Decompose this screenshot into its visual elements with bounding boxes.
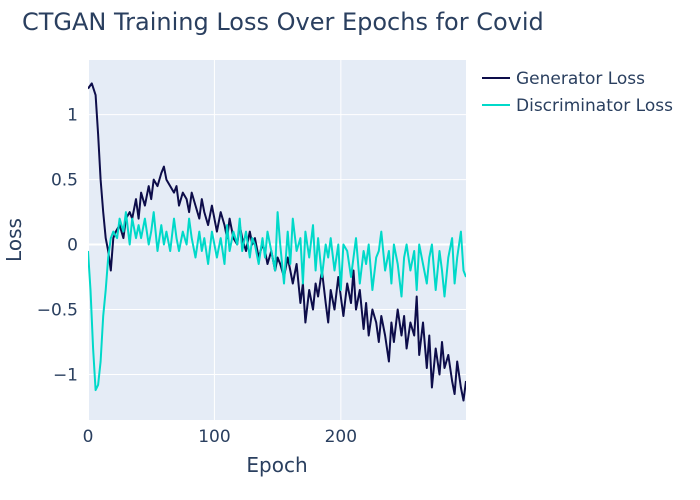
legend-label: Discriminator Loss — [516, 96, 673, 116]
y-tick-label: −0.5 — [37, 301, 78, 321]
x-axis-title: Epoch — [246, 453, 307, 477]
x-tick-label: 100 — [198, 427, 230, 447]
legend-label: Generator Loss — [516, 69, 645, 89]
grid-lines — [88, 60, 466, 420]
y-tick-label: 0 — [67, 236, 78, 256]
series-lines — [88, 82, 466, 402]
legend: Generator Loss Discriminator Loss — [482, 69, 673, 116]
chart-title: CTGAN Training Loss Over Epochs for Covi… — [22, 8, 544, 36]
y-tick-label: −1 — [53, 366, 78, 386]
x-tick-label: 0 — [83, 427, 94, 447]
y-tick-label: 0.5 — [51, 171, 78, 191]
y-tick-label: 1 — [67, 106, 78, 126]
x-axis-ticks: 0 100 200 — [83, 427, 357, 447]
y-axis-title: Loss — [2, 218, 26, 262]
series-line-discriminator — [88, 211, 466, 392]
y-axis-ticks: −1 −0.5 0 0.5 1 — [37, 106, 78, 386]
x-tick-label: 200 — [325, 427, 357, 447]
